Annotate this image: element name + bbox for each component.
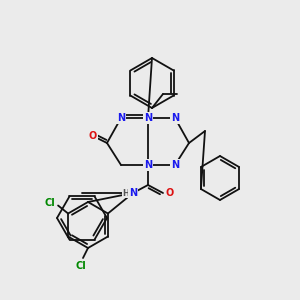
Text: N: N (171, 160, 179, 170)
Text: N: N (117, 113, 125, 123)
Text: O: O (166, 188, 174, 198)
Text: Cl: Cl (76, 261, 86, 271)
Text: N: N (129, 188, 137, 198)
Text: O: O (89, 131, 97, 141)
Text: N: N (144, 113, 152, 123)
Text: Cl: Cl (45, 197, 56, 208)
Text: N: N (171, 113, 179, 123)
Text: H: H (123, 188, 129, 197)
Text: N: N (144, 160, 152, 170)
